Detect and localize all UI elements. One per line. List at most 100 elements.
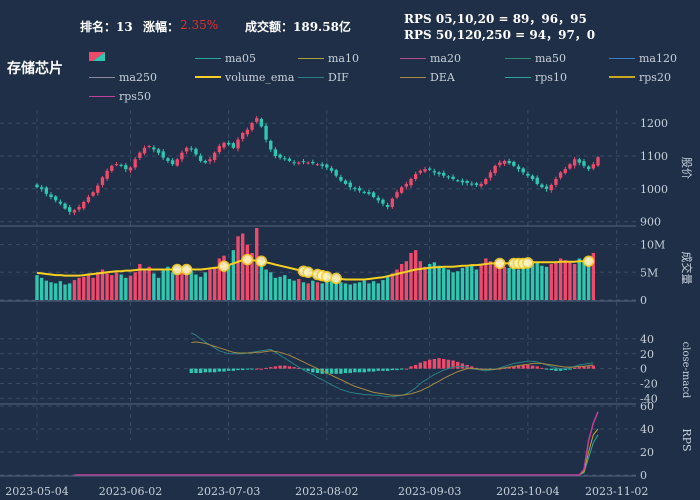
sector-name: 存储芯片 <box>7 61 63 77</box>
macd-axis-label: close-macd <box>680 342 691 399</box>
volume-bar <box>428 264 432 300</box>
candle-body <box>362 191 366 193</box>
legend-item-ma05: ma05 <box>195 52 256 65</box>
candle-body <box>152 147 156 150</box>
macd-hist-bar <box>231 368 236 371</box>
macd-hist-bar <box>236 368 240 371</box>
volume-bar <box>58 281 63 300</box>
legend-item-ma120: ma120 <box>609 52 677 65</box>
candle-body <box>231 143 236 148</box>
macd-hist-bar <box>586 366 591 369</box>
macd-hist-bar <box>357 368 362 373</box>
candle-body <box>86 197 91 202</box>
legend-label: DIF <box>328 71 349 84</box>
volume-bar <box>264 269 268 300</box>
volume-bar <box>404 261 409 300</box>
volume-bar <box>446 269 451 300</box>
macd-hist-bar <box>194 368 198 374</box>
header-change-value: 2.35% <box>180 18 219 32</box>
macd-hist-bar <box>399 368 404 370</box>
rps-tick-label: 40 <box>640 423 654 436</box>
candle-body <box>77 206 81 210</box>
volume-bar <box>273 277 278 300</box>
candle-body <box>512 161 516 166</box>
legend-label: ma05 <box>225 52 256 65</box>
volume-bar <box>184 266 189 300</box>
candle-body <box>432 171 437 173</box>
volume-bar <box>315 282 320 300</box>
candle-body <box>437 172 441 175</box>
volume-bar <box>217 258 222 300</box>
volume-bar <box>376 283 380 300</box>
macd-hist-bar <box>507 367 511 369</box>
legend-label: ma250 <box>119 71 157 84</box>
candle-body <box>577 159 581 163</box>
macd-hist-bar <box>241 368 245 371</box>
volume-bar <box>250 252 254 300</box>
macd-hist-bar <box>413 364 418 369</box>
volume-ema-marker <box>330 272 342 285</box>
legend-swatch <box>400 76 426 78</box>
volume-ema-marker <box>302 266 314 279</box>
volume-bar <box>241 233 245 300</box>
volume-bar <box>521 266 525 300</box>
volume-tick-label: 10M <box>640 239 665 252</box>
volume-bar <box>68 283 72 300</box>
macd-hist-bar <box>572 367 577 369</box>
candle-body <box>353 187 357 189</box>
candle-body <box>198 155 203 161</box>
volume-bar <box>371 281 376 300</box>
volume-bar <box>530 261 535 300</box>
x-tick-label: 2023-11-02 <box>585 485 648 498</box>
candle-body <box>390 198 394 207</box>
macd-hist-bar <box>526 364 530 369</box>
candle-body <box>208 159 212 162</box>
volume-bar <box>114 272 119 300</box>
volume-bar <box>77 277 81 300</box>
volume-bar <box>96 272 100 300</box>
rps-tick-label: 20 <box>640 446 654 459</box>
volume-bar <box>535 262 539 300</box>
volume-bar <box>413 250 418 300</box>
legend-swatch <box>89 76 115 78</box>
volume-bar <box>133 272 137 300</box>
volume-bar <box>231 250 236 300</box>
volume-bar <box>442 267 446 300</box>
candle-legend-icon <box>89 49 105 61</box>
macd-hist-bar <box>226 368 231 371</box>
candle-body <box>119 164 123 166</box>
x-tick-label: 2023-09-03 <box>398 485 461 498</box>
volume-bar <box>357 282 362 300</box>
legend-swatch <box>298 76 324 78</box>
candle-body <box>409 179 413 186</box>
candle-body <box>558 172 563 178</box>
macd-dif-line <box>191 332 594 398</box>
volume-ema-marker <box>321 270 333 283</box>
macd-hist-bar <box>283 365 287 369</box>
candle-body <box>278 154 282 158</box>
volume-bar <box>399 264 404 300</box>
macd-dea-line <box>191 341 594 396</box>
macd-hist-bar <box>390 368 394 371</box>
rps-tick-label: 0 <box>640 469 647 482</box>
volume-bar <box>297 278 301 300</box>
volume-bar <box>203 272 207 300</box>
volume-bar <box>451 272 455 300</box>
legend-label: volume_ema <box>225 71 295 84</box>
volume-bar <box>105 273 109 300</box>
macd-hist-bar <box>530 365 535 369</box>
candle-body <box>442 172 446 176</box>
legend-item-rps50: rps50 <box>89 90 151 103</box>
candle-body <box>325 164 329 168</box>
macd-hist-bar <box>409 366 413 369</box>
macd-hist-bar <box>451 360 455 369</box>
volume-bar <box>283 275 287 300</box>
macd-hist-bar <box>554 368 558 371</box>
candle-body <box>451 176 455 179</box>
macd-hist-bar <box>273 366 278 369</box>
candle-body <box>456 180 460 182</box>
volume-bar <box>128 275 133 300</box>
candle-body <box>184 147 189 152</box>
volume-bar <box>208 269 212 300</box>
candle-body <box>376 197 380 201</box>
